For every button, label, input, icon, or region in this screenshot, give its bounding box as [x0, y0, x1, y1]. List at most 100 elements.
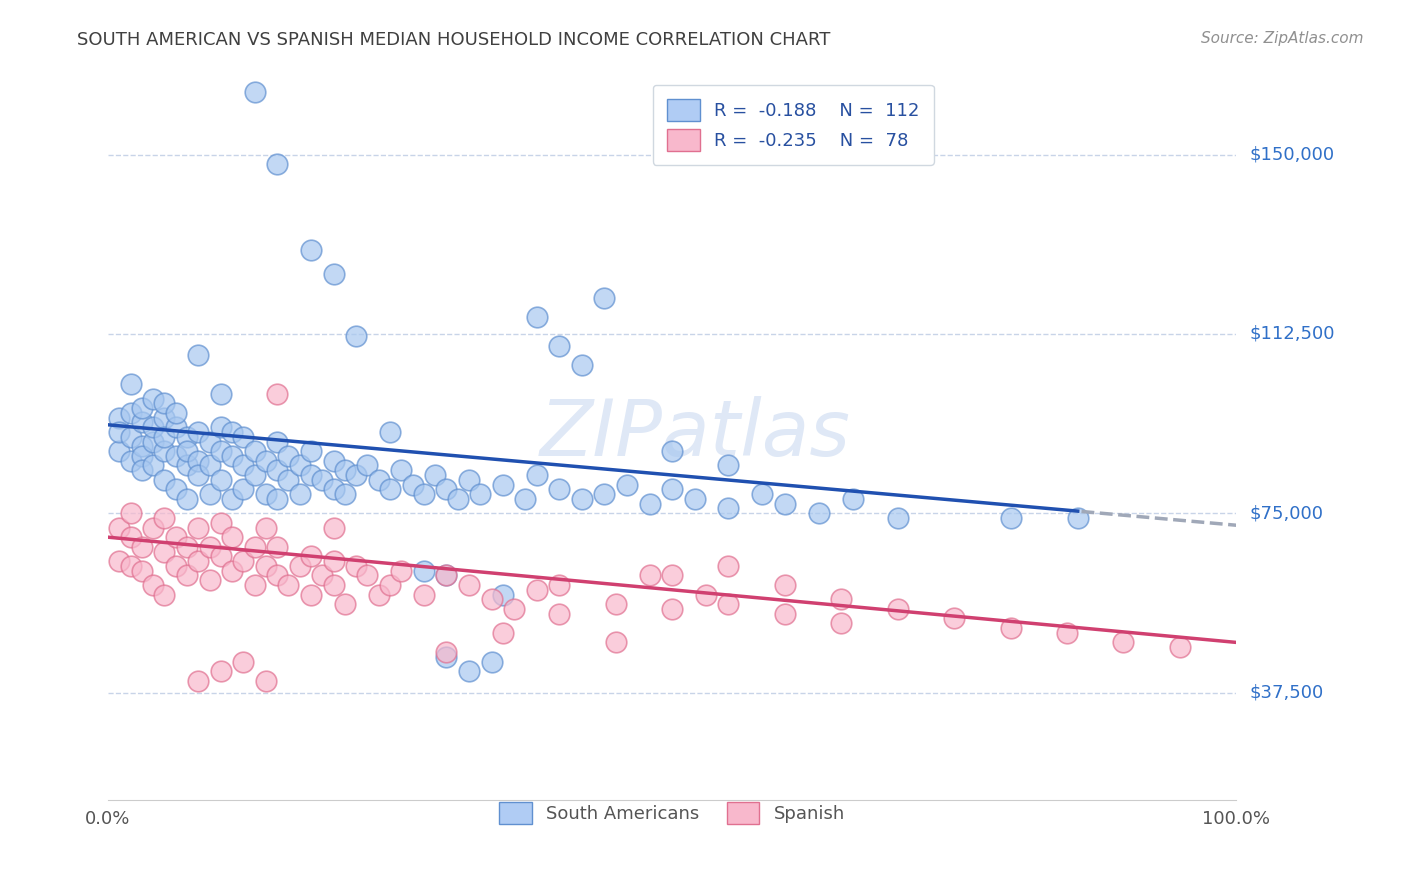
- Point: [131, 449, 153, 463]
- Point: [717, 558, 740, 573]
- Point: [209, 444, 232, 458]
- Point: [470, 487, 492, 501]
- Point: [458, 473, 481, 487]
- Point: [153, 544, 176, 558]
- Point: [254, 521, 277, 535]
- Point: [153, 444, 176, 458]
- Point: [120, 530, 142, 544]
- Point: [254, 453, 277, 467]
- Point: [571, 491, 593, 506]
- Point: [389, 564, 412, 578]
- Point: [108, 444, 131, 458]
- Point: [187, 521, 209, 535]
- Point: [277, 473, 299, 487]
- Point: [299, 244, 322, 258]
- Point: [120, 406, 142, 420]
- Point: [221, 425, 243, 439]
- Point: [120, 453, 142, 467]
- Text: $150,000: $150,000: [1250, 145, 1334, 163]
- Point: [209, 386, 232, 401]
- Point: [221, 564, 243, 578]
- Point: [209, 516, 232, 530]
- Point: [425, 468, 447, 483]
- Point: [176, 444, 198, 458]
- Point: [548, 607, 571, 621]
- Point: [661, 602, 683, 616]
- Text: Source: ZipAtlas.com: Source: ZipAtlas.com: [1201, 31, 1364, 46]
- Point: [1056, 625, 1078, 640]
- Point: [458, 664, 481, 678]
- Point: [232, 554, 254, 568]
- Point: [299, 588, 322, 602]
- Point: [232, 430, 254, 444]
- Point: [333, 487, 356, 501]
- Point: [717, 458, 740, 473]
- Legend: South Americans, Spanish: South Americans, Spanish: [488, 791, 856, 835]
- Point: [176, 458, 198, 473]
- Point: [616, 477, 638, 491]
- Point: [108, 410, 131, 425]
- Point: [458, 578, 481, 592]
- Point: [378, 578, 401, 592]
- Point: [131, 540, 153, 554]
- Point: [344, 468, 367, 483]
- Point: [322, 554, 344, 568]
- Point: [344, 329, 367, 343]
- Point: [322, 267, 344, 281]
- Point: [187, 554, 209, 568]
- Point: [299, 468, 322, 483]
- Point: [187, 348, 209, 362]
- Point: [548, 339, 571, 353]
- Point: [288, 487, 311, 501]
- Text: ZIPatlas: ZIPatlas: [540, 396, 851, 473]
- Point: [717, 597, 740, 611]
- Point: [389, 463, 412, 477]
- Point: [165, 406, 187, 420]
- Point: [198, 458, 221, 473]
- Point: [322, 483, 344, 497]
- Point: [593, 291, 616, 305]
- Point: [165, 449, 187, 463]
- Point: [198, 487, 221, 501]
- Point: [153, 410, 176, 425]
- Point: [176, 568, 198, 582]
- Point: [1000, 511, 1022, 525]
- Point: [605, 635, 627, 649]
- Point: [277, 578, 299, 592]
- Point: [436, 568, 458, 582]
- Point: [209, 420, 232, 434]
- Point: [232, 458, 254, 473]
- Point: [773, 607, 796, 621]
- Point: [266, 157, 288, 171]
- Point: [254, 673, 277, 688]
- Point: [515, 491, 537, 506]
- Point: [661, 483, 683, 497]
- Point: [165, 558, 187, 573]
- Point: [254, 558, 277, 573]
- Point: [120, 558, 142, 573]
- Point: [232, 483, 254, 497]
- Point: [165, 483, 187, 497]
- Point: [492, 588, 515, 602]
- Point: [412, 564, 434, 578]
- Point: [221, 491, 243, 506]
- Point: [773, 497, 796, 511]
- Point: [436, 483, 458, 497]
- Point: [367, 473, 389, 487]
- Point: [142, 521, 165, 535]
- Point: [807, 506, 830, 520]
- Point: [165, 420, 187, 434]
- Point: [356, 458, 378, 473]
- Point: [344, 558, 367, 573]
- Point: [142, 392, 165, 406]
- Point: [322, 521, 344, 535]
- Point: [243, 468, 266, 483]
- Point: [661, 568, 683, 582]
- Point: [1168, 640, 1191, 655]
- Point: [153, 396, 176, 410]
- Point: [412, 588, 434, 602]
- Point: [638, 568, 661, 582]
- Point: [661, 444, 683, 458]
- Point: [142, 434, 165, 449]
- Point: [131, 564, 153, 578]
